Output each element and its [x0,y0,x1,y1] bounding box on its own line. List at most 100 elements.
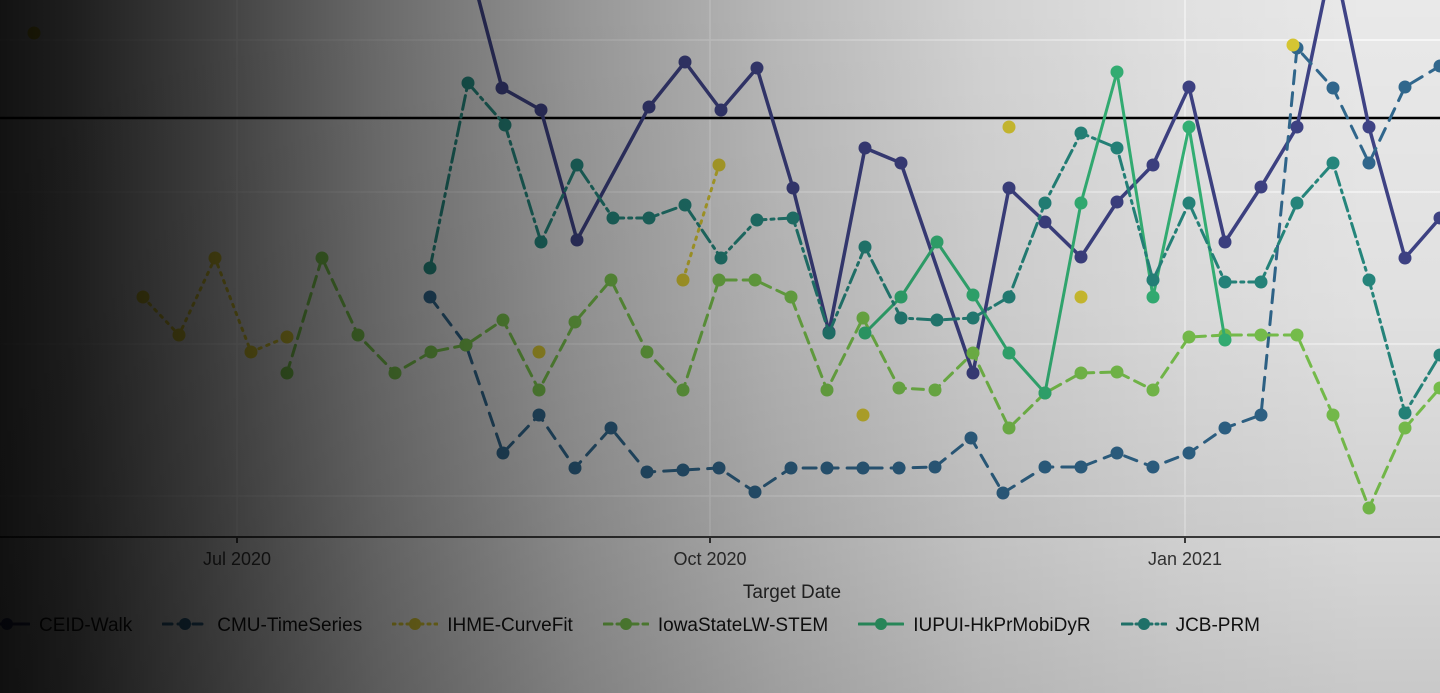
series-marker-CEID-Walk [1002,181,1016,195]
x-tick-label-jan-2021: Jan 2021 [1147,549,1223,569]
legend-item-CEID-Walk[interactable]: CEID-Walk [0,615,132,637]
series-marker-CEID-Walk [1398,251,1412,265]
series-marker-JCB-PRM [714,251,728,265]
series-marker-JCB-PRM [1398,406,1412,420]
series-marker-JCB-PRM [1362,273,1376,287]
series-marker-CEID-Walk [786,181,800,195]
series-marker-IowaStateLW-STEM [1182,330,1196,344]
series-marker-IowaStateLW-STEM [604,273,618,287]
series-marker-IowaStateLW-STEM [676,383,690,397]
series-marker-IowaStateLW-STEM [315,251,329,265]
series-marker-IUPUI-HkPrMobiDyR [1146,290,1160,304]
legend-swatch-IHME-CurveFit-icon [391,616,439,637]
x-axis-title: Target Date [742,582,842,603]
series-marker-CMU-TimeSeries [676,463,690,477]
series-marker-CEID-Walk [1182,80,1196,94]
series-marker-IowaStateLW-STEM [1290,328,1304,342]
series-marker-JCB-PRM [1254,275,1268,289]
series-marker-CMU-TimeSeries [712,461,726,475]
series-marker-IowaStateLW-STEM [892,381,906,395]
series-marker-IowaStateLW-STEM [1146,383,1160,397]
series-marker-JCB-PRM [1002,290,1016,304]
legend-swatch-CMU-TimeSeries-icon [161,616,209,637]
series-marker-IowaStateLW-STEM [1398,421,1412,435]
x-tick-label-jul-2020: Jul 2020 [202,549,272,569]
series-marker-IowaStateLW-STEM [748,273,762,287]
series-marker-IUPUI-HkPrMobiDyR [1074,196,1088,210]
series-IowaStateLW-STEM [280,251,1440,515]
series-marker-JCB-PRM [1326,156,1340,170]
series-marker-CEID-Walk [750,61,764,75]
legend-label: JCB-PRM [1175,615,1261,636]
series-marker-IUPUI-HkPrMobiDyR [1110,65,1124,79]
series-marker-CMU-TimeSeries [964,431,978,445]
series-marker-IowaStateLW-STEM [568,315,582,329]
series-marker-IowaStateLW-STEM [966,346,980,360]
series-marker-IHME-CurveFit [1002,120,1016,134]
series-marker-CMU-TimeSeries [1110,446,1124,460]
series-line-IUPUI-HkPrMobiDyR [863,70,1227,395]
series-marker-CEID-Walk [570,233,584,247]
gridlines [0,0,1440,537]
legend-label: IUPUI-HkPrMobiDyR [913,615,1091,636]
series-marker-IHME-CurveFit [856,408,870,422]
legend-item-CMU-TimeSeries[interactable]: CMU-TimeSeries [161,615,363,637]
series-marker-CMU-TimeSeries [1146,460,1160,474]
series-marker-CMU-TimeSeries [892,461,906,475]
chart-legend: CEID-Walk CMU-TimeSeries IHME-CurveFit Iowa… [0,611,1260,641]
series-marker-IowaStateLW-STEM [928,383,942,397]
series-line-CEID-Walk [477,0,1440,375]
series-marker-IowaStateLW-STEM [1362,501,1376,515]
series-marker-IowaStateLW-STEM [496,313,510,327]
series-marker-IowaStateLW-STEM [1002,421,1016,435]
series-marker-CEID-Walk [1254,180,1268,194]
series-marker-JCB-PRM [858,240,872,254]
legend-item-IHME-CurveFit[interactable]: IHME-CurveFit [391,615,573,637]
series-marker-CMU-TimeSeries [1074,460,1088,474]
series-marker-IowaStateLW-STEM [784,290,798,304]
series-marker-IHME-CurveFit [280,330,294,344]
series-marker-CEID-Walk [714,103,728,117]
series-marker-JCB-PRM [1182,196,1196,210]
series-marker-JCB-PRM [1074,126,1088,140]
series-marker-JCB-PRM [750,213,764,227]
series-marker-CEID-Walk [1290,120,1304,134]
series-marker-IowaStateLW-STEM [820,383,834,397]
series-marker-IHME-CurveFit [136,290,150,304]
series-marker-CEID-Walk [966,366,980,380]
legend-item-IowaStateLW-STEM[interactable]: IowaStateLW-STEM [602,615,828,637]
series-marker-JCB-PRM [930,313,944,327]
series-marker-CMU-TimeSeries [1254,408,1268,422]
legend-item-IUPUI-HkPrMobiDyR[interactable]: IUPUI-HkPrMobiDyR [857,615,1091,637]
series-marker-IHME-CurveFit [712,158,726,172]
series-marker-IowaStateLW-STEM [1254,328,1268,342]
series-marker-JCB-PRM [1146,273,1160,287]
series-marker-JCB-PRM [894,311,908,325]
series-marker-CMU-TimeSeries [856,461,870,475]
series-marker-CMU-TimeSeries [784,461,798,475]
series-marker-JCB-PRM [1038,196,1052,210]
series-marker-IHME-CurveFit [208,251,222,265]
series-marker-IUPUI-HkPrMobiDyR [894,290,908,304]
series-marker-IUPUI-HkPrMobiDyR [1038,386,1052,400]
series-marker-CMU-TimeSeries [1038,460,1052,474]
series-line-CMU-TimeSeries [428,46,1440,495]
series-marker-IHME-CurveFit [676,273,690,287]
series-marker-IowaStateLW-STEM [1074,366,1088,380]
series-marker-CMU-TimeSeries [820,461,834,475]
series-marker-IHME-CurveFit [532,345,546,359]
series-marker-IowaStateLW-STEM [1326,408,1340,422]
series-marker-CEID-Walk [534,103,548,117]
legend-item-JCB-PRM[interactable]: JCB-PRM [1120,615,1261,637]
legend-label: CMU-TimeSeries [217,615,363,636]
series-marker-CMU-TimeSeries [532,408,546,422]
series-marker-JCB-PRM [461,76,475,90]
series-marker-IHME-CurveFit [172,328,186,342]
legend-swatch-CEID-Walk-icon [0,616,31,637]
series-marker-CMU-TimeSeries [496,446,510,460]
series-marker-CMU-TimeSeries [928,460,942,474]
series-marker-JCB-PRM [678,198,692,212]
series-marker-CEID-Walk [495,81,509,95]
series-marker-CMU-TimeSeries [1182,446,1196,460]
series-marker-IUPUI-HkPrMobiDyR [1002,346,1016,360]
